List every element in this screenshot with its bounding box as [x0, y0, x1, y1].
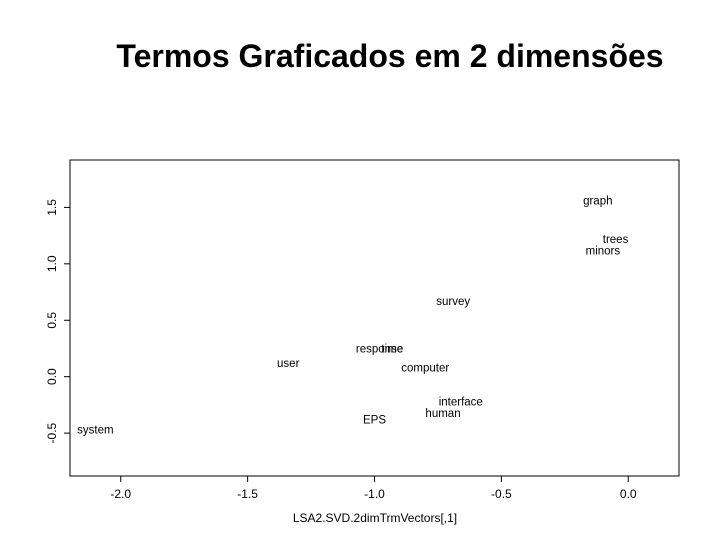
point-label: response — [356, 343, 403, 355]
x-tick-label: -1.0 — [364, 487, 385, 501]
x-tick-label: -2.0 — [110, 487, 131, 501]
x-tick-label: -0.5 — [491, 487, 512, 501]
chart-axes: -2.0 -1.5 -1.0 -0.5 0.0 -0.5 0.0 0.5 1.0 1.5 — [45, 159, 680, 501]
point-label: graph — [583, 196, 612, 208]
page-title: Termos Graficados em 2 dimensões — [116, 38, 664, 74]
point-label: time — [381, 343, 403, 355]
point-label: interface — [439, 397, 483, 409]
point-label: user — [277, 358, 300, 370]
point-label: computer — [401, 363, 449, 375]
point-label: system — [77, 425, 113, 437]
point-label: EPS — [363, 415, 386, 427]
y-tick-label: 0.5 — [45, 312, 59, 329]
x-tick-label: -1.5 — [237, 487, 258, 501]
y-tick-label: 0.0 — [45, 368, 59, 385]
y-tick-label: 1.5 — [45, 199, 59, 216]
y-tick-label: -0.5 — [45, 422, 59, 443]
point-label: survey — [436, 296, 470, 308]
x-tick-label: 0.0 — [620, 487, 637, 501]
point-label: minors — [586, 245, 621, 257]
point-label: human — [425, 408, 460, 420]
y-tick-label: 1.0 — [45, 255, 59, 272]
x-axis-label: LSA2.SVD.2dimTrmVectors[,1] — [293, 511, 457, 525]
point-label: trees — [603, 234, 629, 246]
